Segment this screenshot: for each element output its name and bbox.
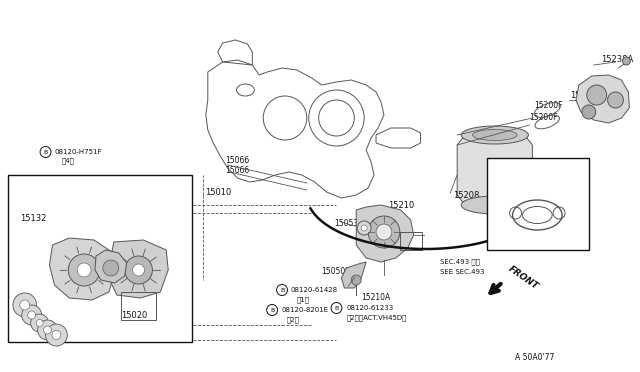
- Ellipse shape: [461, 126, 529, 144]
- Circle shape: [36, 320, 43, 327]
- Circle shape: [376, 224, 392, 240]
- Circle shape: [331, 302, 342, 314]
- Circle shape: [361, 225, 367, 231]
- Text: 15053M: 15053M: [335, 218, 365, 228]
- Circle shape: [45, 324, 67, 346]
- Text: [1093-     ]: [1093- ]: [493, 166, 537, 174]
- Text: （4）: （4）: [61, 158, 74, 164]
- Text: A 50A0'77: A 50A0'77: [515, 353, 554, 362]
- Text: 15050D: 15050D: [322, 267, 352, 276]
- Text: B: B: [270, 308, 275, 312]
- Circle shape: [276, 285, 287, 295]
- Ellipse shape: [472, 129, 517, 141]
- Text: 08120-8201E: 08120-8201E: [281, 307, 328, 313]
- Circle shape: [582, 105, 596, 119]
- Circle shape: [125, 256, 152, 284]
- Polygon shape: [49, 238, 116, 300]
- Text: 15010: 15010: [205, 187, 231, 196]
- Text: 15238A: 15238A: [601, 55, 633, 64]
- Circle shape: [77, 263, 91, 277]
- Text: 08120-H751F: 08120-H751F: [54, 149, 102, 155]
- Bar: [487, 158, 589, 250]
- Polygon shape: [95, 250, 127, 283]
- Bar: [121, 292, 156, 320]
- Circle shape: [38, 320, 58, 340]
- Circle shape: [68, 254, 100, 286]
- Polygon shape: [457, 135, 532, 205]
- Polygon shape: [341, 262, 366, 288]
- Text: 15020: 15020: [121, 311, 147, 320]
- Text: B: B: [280, 288, 284, 292]
- Text: 15132: 15132: [20, 214, 46, 222]
- Circle shape: [28, 311, 36, 319]
- Text: 15210: 15210: [388, 201, 414, 209]
- Text: 15066: 15066: [226, 166, 250, 174]
- Text: 08120-61233: 08120-61233: [346, 305, 394, 311]
- Text: 15208: 15208: [453, 190, 479, 199]
- Circle shape: [607, 92, 623, 108]
- Text: B: B: [334, 305, 339, 311]
- Circle shape: [40, 147, 51, 157]
- Polygon shape: [356, 205, 413, 262]
- Text: 15200F: 15200F: [534, 100, 563, 109]
- Text: 08120-61428: 08120-61428: [291, 287, 338, 293]
- Circle shape: [31, 314, 49, 332]
- Circle shape: [20, 300, 29, 310]
- Bar: [8, 175, 192, 342]
- Circle shape: [103, 260, 119, 276]
- Text: （1）: （1）: [297, 297, 310, 303]
- Text: B: B: [44, 150, 47, 154]
- Circle shape: [351, 275, 361, 285]
- Bar: [400, 232, 422, 250]
- Ellipse shape: [461, 196, 529, 214]
- Text: 15053M: 15053M: [505, 182, 538, 190]
- Text: 15238: 15238: [570, 90, 596, 99]
- Polygon shape: [109, 240, 168, 298]
- Circle shape: [44, 326, 51, 334]
- Circle shape: [368, 216, 400, 248]
- Circle shape: [52, 330, 61, 340]
- Circle shape: [623, 57, 630, 65]
- Text: 15066: 15066: [226, 155, 250, 164]
- Circle shape: [13, 293, 36, 317]
- Circle shape: [132, 264, 145, 276]
- Text: SEC.493 参照: SEC.493 参照: [440, 259, 480, 265]
- Circle shape: [357, 221, 371, 235]
- Text: FRONT: FRONT: [507, 264, 540, 292]
- Circle shape: [22, 305, 42, 325]
- Polygon shape: [576, 75, 629, 123]
- Text: SEE SEC.493: SEE SEC.493: [440, 269, 485, 275]
- Circle shape: [587, 85, 607, 105]
- Text: 15200F: 15200F: [529, 112, 558, 122]
- Text: （2）: （2）: [287, 317, 300, 323]
- Text: 15210A: 15210A: [361, 294, 390, 302]
- Circle shape: [267, 305, 278, 315]
- Text: （2）（ACT.VH45D）: （2）（ACT.VH45D）: [346, 315, 407, 321]
